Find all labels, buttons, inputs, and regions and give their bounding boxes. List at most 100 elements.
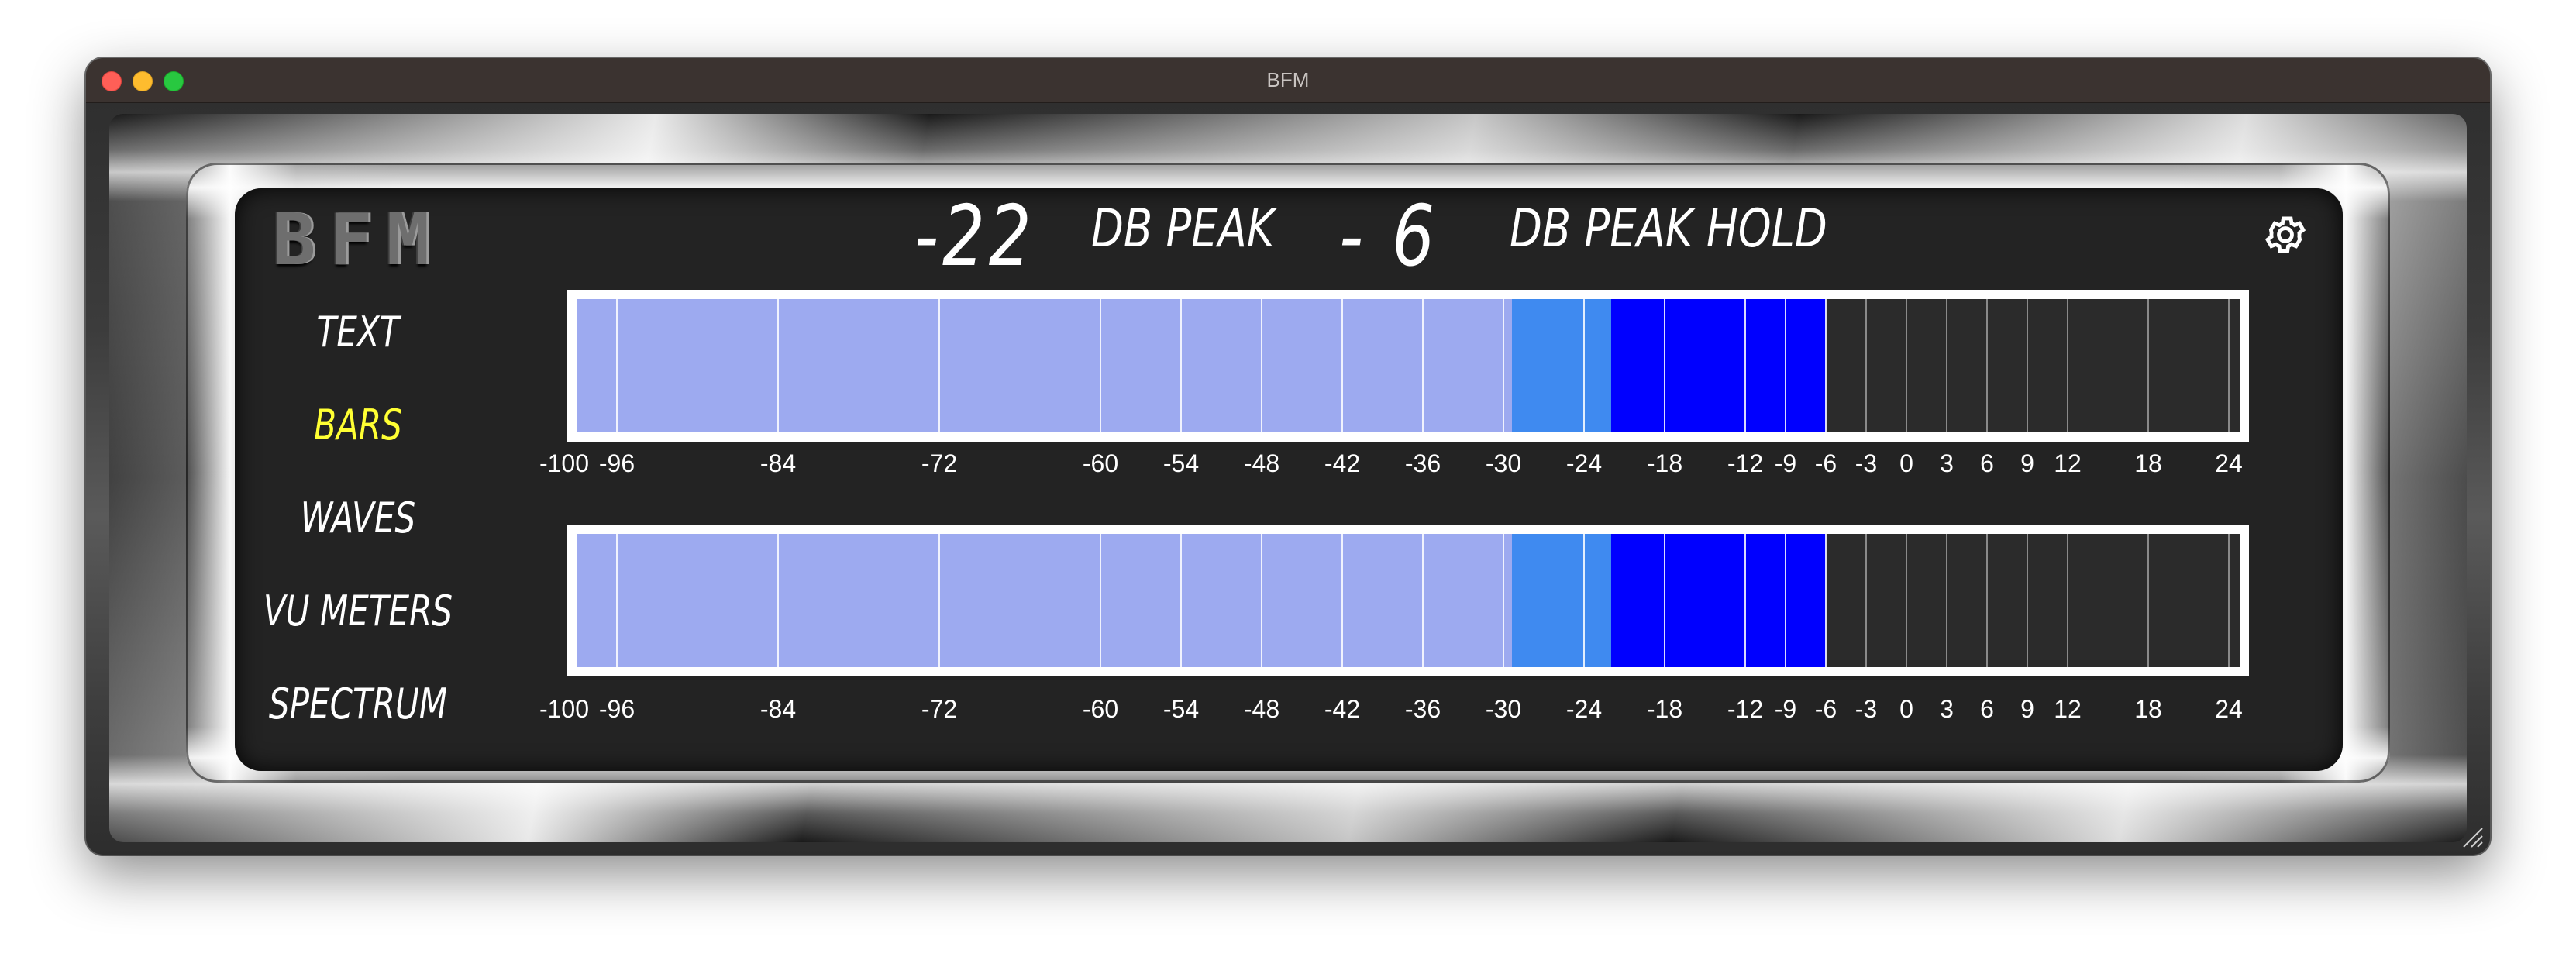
- meter-tick-line: [1503, 299, 1504, 432]
- meter-tick-line: [1906, 299, 1907, 432]
- meter-tick-label: -30: [1485, 695, 1522, 723]
- meter-tick-line: [1825, 299, 1827, 432]
- meter-tick-label: -96: [598, 695, 635, 723]
- meter-tick-label: 12: [2054, 449, 2082, 477]
- meter-tick-label: -72: [921, 695, 958, 723]
- meter-tick-line: [1986, 534, 1988, 667]
- meter-tick-line: [2228, 534, 2230, 667]
- meter-tick-line: [1946, 299, 1947, 432]
- meter-tick-label: -18: [1646, 695, 1683, 723]
- meter-tick-line: [777, 299, 779, 432]
- meter-tick-label: -42: [1324, 449, 1361, 477]
- meter-tick-label: -96: [598, 449, 635, 477]
- meter-tick-label: 18: [2134, 449, 2162, 477]
- meter-tick-line: [777, 534, 779, 667]
- meter-tick-label: 24: [2215, 695, 2243, 723]
- meter-tick-line: [1986, 299, 1988, 432]
- meter-tick-label: 0: [1899, 695, 1913, 723]
- meter-tick-line: [2147, 299, 2149, 432]
- meter-tick-line: [1906, 534, 1907, 667]
- meter-tick-label: -100: [539, 449, 590, 477]
- meter-fill-mid: [1511, 299, 1611, 432]
- meter-tick-line: [1261, 299, 1262, 432]
- menu-item-vu-meters[interactable]: VU METERS: [263, 587, 453, 635]
- meter-tick-label: -18: [1646, 449, 1683, 477]
- meter-tick-label: -9: [1774, 449, 1797, 477]
- title-bar[interactable]: BFM: [86, 58, 2490, 103]
- meter-tick-label: -42: [1324, 695, 1361, 723]
- meter-tick-label: 9: [2020, 449, 2034, 477]
- zoom-window-button[interactable]: [164, 71, 184, 91]
- peak-value: -22: [914, 188, 1035, 285]
- meter-tick-label: 9: [2020, 695, 2034, 723]
- meter-tick-line: [938, 299, 940, 432]
- meter-tick-label: -84: [759, 449, 797, 477]
- meter-tick-label: -24: [1565, 695, 1603, 723]
- meter-tick-line: [1100, 534, 1101, 667]
- meter-tick-line: [1180, 299, 1182, 432]
- meter-tick-label: 0: [1899, 449, 1913, 477]
- meter-tick-label: -6: [1814, 695, 1837, 723]
- meter-tick-line: [1261, 534, 1262, 667]
- meter-tick-label: -48: [1243, 695, 1280, 723]
- meter-tick-line: [1422, 534, 1424, 667]
- meter-tick-label: -36: [1404, 695, 1441, 723]
- meter-tick-label: 24: [2215, 449, 2243, 477]
- meter-tick-line: [1180, 534, 1182, 667]
- meter-tick-line: [1865, 534, 1867, 667]
- meter-tick-label: -6: [1814, 449, 1837, 477]
- menu-item-text[interactable]: TEXT: [316, 308, 400, 356]
- meter-tick-line: [1785, 299, 1786, 432]
- meter-tick-label: -12: [1727, 449, 1764, 477]
- meter-tick-line: [1825, 534, 1827, 667]
- meter-tick-line: [1583, 534, 1585, 667]
- meter-tick-label: -60: [1082, 695, 1119, 723]
- meter-tick-line: [1503, 534, 1504, 667]
- meter-tick-label: -24: [1565, 449, 1603, 477]
- meter-tick-line: [1946, 534, 1947, 667]
- menu-item-spectrum[interactable]: SPECTRUM: [268, 680, 448, 728]
- meter-tick-label: 6: [1980, 695, 1994, 723]
- peak-hold-value: - 6: [1339, 188, 1439, 285]
- resize-grip-icon[interactable]: [2461, 825, 2484, 848]
- meter-tick-line: [2147, 534, 2149, 667]
- meter-fill-peak-hold: [1610, 299, 1826, 432]
- minimize-window-button[interactable]: [133, 71, 153, 91]
- meter-tick-line: [1664, 299, 1665, 432]
- meter-tick-label: -60: [1082, 449, 1119, 477]
- meter-tick-line: [1341, 299, 1343, 432]
- meter-tick-label: -54: [1162, 449, 1200, 477]
- meter-tick-line: [1664, 534, 1665, 667]
- meter-track: [577, 534, 2240, 667]
- meter-tick-line: [2228, 299, 2230, 432]
- meter-fill-low: [577, 534, 1512, 667]
- meter-tick-label: -48: [1243, 449, 1280, 477]
- meter-tick-line: [1422, 299, 1424, 432]
- meter-tick-line: [1865, 299, 1867, 432]
- meter-tick-label: -36: [1404, 449, 1441, 477]
- close-window-button[interactable]: [102, 71, 122, 91]
- menu-item-bars[interactable]: BARS: [314, 401, 402, 449]
- meter-tick-line: [2067, 534, 2068, 667]
- meter-tick-line: [1744, 534, 1746, 667]
- meter-tick-label: -100: [539, 695, 590, 723]
- meter-tick-label: -9: [1774, 695, 1797, 723]
- meter-tick-label: -72: [921, 449, 958, 477]
- meter-tick-line: [938, 534, 940, 667]
- meter-tick-label: -30: [1485, 449, 1522, 477]
- meter-scale-left: -100 -96 -84 -72 -60 -54 -48 -42 -36 -30 -24 -18 -12…: [539, 449, 2249, 480]
- peak-label: DB PEAK: [1091, 198, 1275, 260]
- gear-icon[interactable]: [2263, 212, 2308, 257]
- meter-tick-line: [616, 534, 618, 667]
- meter-tick-label: 6: [1980, 449, 1994, 477]
- window-title: BFM: [1266, 68, 1310, 91]
- meter-tick-line: [2067, 299, 2068, 432]
- meter-fill-peak-hold: [1610, 534, 1826, 667]
- menu-item-waves[interactable]: WAVES: [300, 494, 416, 542]
- meter-tick-label: -54: [1162, 695, 1200, 723]
- meter-tick-line: [616, 299, 618, 432]
- meter-tick-line: [1100, 299, 1101, 432]
- meter-tick-line: [2027, 534, 2028, 667]
- meter-tick-label: 18: [2134, 695, 2162, 723]
- meter-tick-line: [2027, 299, 2028, 432]
